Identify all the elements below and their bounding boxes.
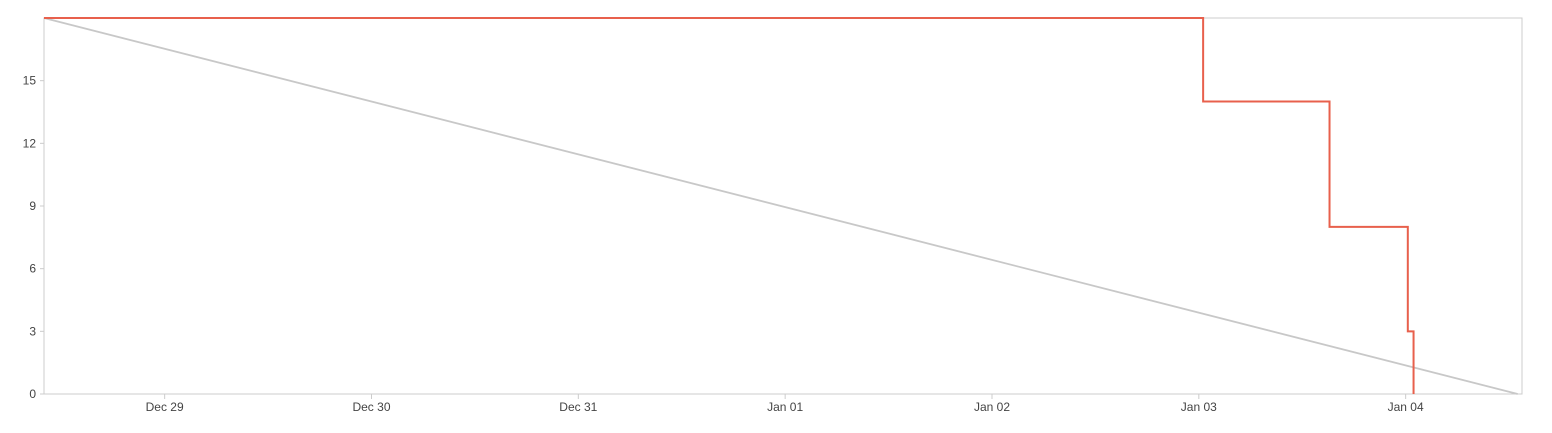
x-tick-label: Jan 04 <box>1388 400 1424 414</box>
x-tick-label: Dec 31 <box>559 400 597 414</box>
x-tick-label: Jan 02 <box>974 400 1010 414</box>
x-axis: Dec 29 Dec 30 Dec 31 Jan 01 Jan 02 Jan 03 Jan … <box>146 394 1424 414</box>
y-tick-label: 15 <box>23 74 37 88</box>
y-tick-label: 12 <box>23 136 37 150</box>
actual-series-line <box>44 17 1415 394</box>
y-tick-label: 6 <box>29 262 36 276</box>
y-axis: 0 3 6 9 12 15 <box>23 74 44 401</box>
series-layer <box>43 17 1518 395</box>
y-tick-label: 0 <box>29 387 36 401</box>
y-tick-label: 9 <box>29 199 36 213</box>
ideal-series-line <box>43 17 1518 395</box>
x-tick-label: Jan 03 <box>1181 400 1217 414</box>
x-tick-label: Dec 30 <box>352 400 390 414</box>
y-tick-label: 3 <box>29 324 36 338</box>
x-tick-label: Jan 01 <box>767 400 803 414</box>
x-tick-label: Dec 29 <box>146 400 184 414</box>
